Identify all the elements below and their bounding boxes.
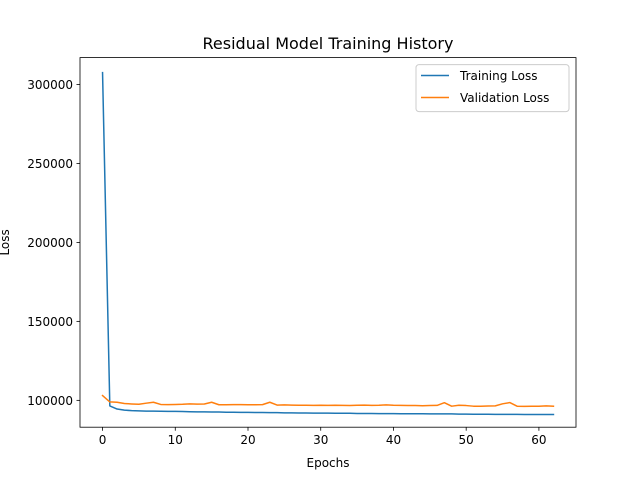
- legend-label-validation: Validation Loss: [460, 91, 549, 105]
- y-tick-label: 300000: [27, 78, 73, 92]
- series-layer: [101, 71, 555, 416]
- x-tick-label: 10: [168, 433, 183, 447]
- legend: Training Loss Validation Loss: [415, 64, 570, 113]
- x-tick-label: 20: [240, 433, 255, 447]
- y-tick-label: 100000: [27, 394, 73, 408]
- ticks-layer: 0 10 20 30 40 50 60 100000 150000 200000 250000 300…: [27, 78, 546, 447]
- chart-title: Residual Model Training History: [203, 34, 454, 53]
- x-tick-label: 60: [531, 433, 546, 447]
- y-tick-label: 250000: [27, 157, 73, 171]
- y-tick-label: 200000: [27, 236, 73, 250]
- training-loss-line: [101, 71, 555, 416]
- x-tick-label: 40: [386, 433, 401, 447]
- x-tick-label: 50: [459, 433, 474, 447]
- validation-loss-line: [101, 394, 555, 408]
- legend-label-training: Training Loss: [459, 69, 537, 83]
- x-tick-label: 30: [313, 433, 328, 447]
- legend-box: [415, 64, 570, 113]
- x-tick-label: 0: [99, 433, 107, 447]
- y-tick-label: 150000: [27, 315, 73, 329]
- y-axis-label: Loss: [0, 229, 12, 255]
- x-axis-label: Epochs: [307, 456, 350, 470]
- axes-frame: [79, 57, 577, 428]
